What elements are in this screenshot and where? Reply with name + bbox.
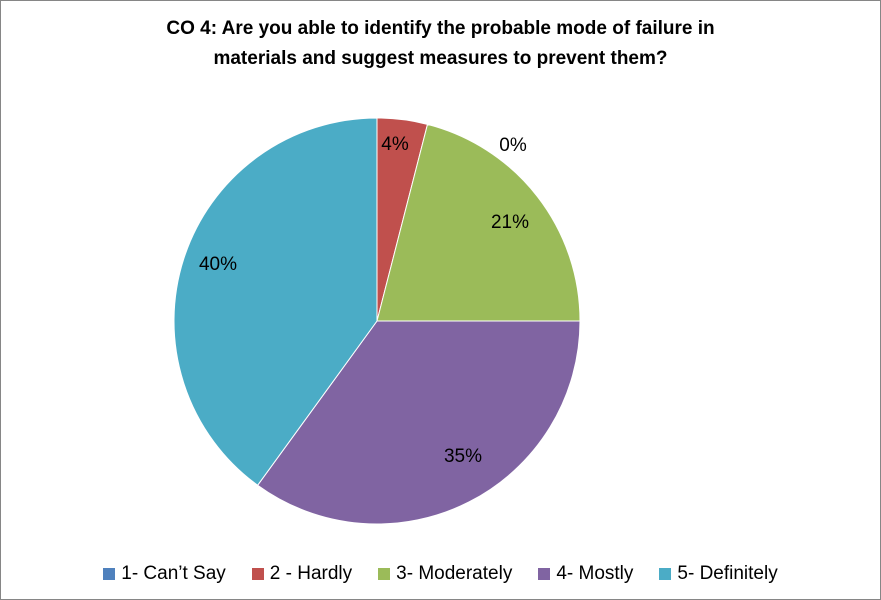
data-label-definitely: 40% xyxy=(199,254,237,275)
legend-swatch-cant-say xyxy=(103,568,116,580)
legend-swatch-hardly xyxy=(251,568,264,580)
legend-swatch-moderately xyxy=(378,568,391,580)
pie-slice-definitely xyxy=(173,117,378,486)
legend-label-mostly: 4- Mostly xyxy=(556,563,634,584)
chart-title: CO 4: Are you able to identify the proba… xyxy=(0,14,881,74)
legend-item-moderately: 3- Moderately xyxy=(378,563,512,585)
data-label-zero: 0% xyxy=(499,135,527,156)
legend-item-cant-say: 1- Can’t Say xyxy=(103,563,226,585)
legend: 1- Can’t Say 2 - Hardly 3- Moderately 4-… xyxy=(0,563,881,585)
data-label-hardly: 4% xyxy=(381,134,409,155)
pie-slice-moderately xyxy=(376,123,581,322)
legend-label-hardly: 2 - Hardly xyxy=(269,563,353,584)
legend-label-definitely: 5- Definitely xyxy=(677,563,778,584)
legend-item-hardly: 2 - Hardly xyxy=(251,563,353,585)
legend-label-moderately: 3- Moderately xyxy=(396,563,513,584)
chart-title-line-1: CO 4: Are you able to identify the proba… xyxy=(166,18,715,39)
legend-label-cant-say: 1- Can’t Say xyxy=(121,563,226,584)
pie-slice-mostly xyxy=(256,320,581,525)
legend-swatch-mostly xyxy=(538,568,551,580)
legend-item-definitely: 5- Definitely xyxy=(659,563,778,585)
data-label-moderately: 21% xyxy=(491,212,529,233)
chart-title-line-2: materials and suggest measures to preven… xyxy=(213,48,668,69)
legend-swatch-definitely xyxy=(659,568,672,580)
legend-item-mostly: 4- Mostly xyxy=(538,563,633,585)
data-label-mostly: 35% xyxy=(444,446,482,467)
